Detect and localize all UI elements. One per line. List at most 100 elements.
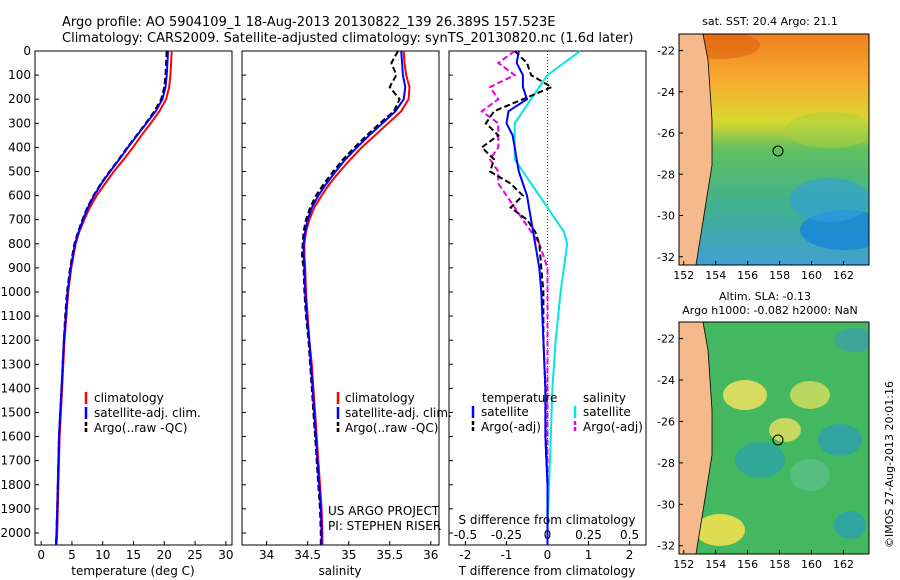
temperature-tick-label: 15 bbox=[126, 548, 141, 562]
temperature-diff-satellite-line bbox=[505, 50, 549, 545]
salinity-tick-label: 36 bbox=[423, 548, 438, 562]
depth-tick-label: 400 bbox=[8, 140, 31, 154]
temperature-tick-label: 0 bbox=[37, 548, 45, 562]
latitude-tick-label: -32 bbox=[657, 251, 675, 264]
salinity-tick-label: 35.5 bbox=[376, 548, 403, 562]
coastline-land bbox=[679, 34, 713, 265]
longitude-tick-label: 158 bbox=[769, 558, 790, 571]
latitude-tick-label: -30 bbox=[657, 498, 675, 511]
credit-project: US ARGO PROJECT bbox=[328, 504, 440, 518]
sst-map bbox=[679, 34, 869, 265]
longitude-tick-label: 160 bbox=[801, 269, 822, 282]
temperature-profiles bbox=[54, 50, 173, 546]
salinity-xlabel: salinity bbox=[318, 564, 361, 578]
salinity-tick-label: 35 bbox=[341, 548, 356, 562]
depth-tick-label: 300 bbox=[8, 116, 31, 130]
legend-title-temperature: temperature bbox=[482, 391, 557, 405]
temperature-tick-label: 5 bbox=[68, 548, 76, 562]
difference-legend: temperature salinity satellite Argo(-adj… bbox=[471, 391, 643, 434]
longitude-tick-label: 156 bbox=[737, 558, 758, 571]
profile-location-marker bbox=[772, 434, 784, 446]
longitude-tick-label: 154 bbox=[705, 558, 726, 571]
temperature-legend: climatology satellite-adj. clim. Argo(..… bbox=[84, 391, 201, 435]
latitude-tick-label: -30 bbox=[657, 210, 675, 223]
depth-tick-label: 1000 bbox=[0, 285, 31, 299]
latitude-tick-label: -26 bbox=[657, 415, 675, 428]
temperature-tick-label: 20 bbox=[157, 548, 172, 562]
temperature-tick-label: 30 bbox=[218, 548, 233, 562]
depth-tick-label: 1900 bbox=[0, 502, 31, 516]
t-difference-tick-label: 1 bbox=[585, 548, 593, 562]
longitude-tick-label: 152 bbox=[673, 558, 694, 571]
difference-profiles bbox=[480, 50, 581, 545]
difference-x-axis: -2 -1 0 1 2-0.5 -0.25 0 0.25 0.5 bbox=[454, 528, 639, 562]
depth-tick-label: 200 bbox=[8, 92, 31, 106]
t-difference-tick-label: 0 bbox=[544, 548, 552, 562]
depth-tick-label: 600 bbox=[8, 189, 31, 203]
depth-axis: 0 100 200 300 400 500 600 700 800 900 1000 1100 1200… bbox=[0, 44, 453, 540]
t-difference-tick-label: 2 bbox=[626, 548, 634, 562]
longitude-tick-label: 154 bbox=[705, 269, 726, 282]
s-difference-tick-label: 0.25 bbox=[575, 528, 602, 542]
s-difference-label: S difference from climatology bbox=[459, 513, 636, 527]
depth-tick-label: 1200 bbox=[0, 333, 31, 347]
sla-map-title-1: Altim. SLA: -0.13 bbox=[719, 290, 811, 303]
legend-label-climatology: climatology bbox=[345, 391, 415, 405]
s-difference-tick-label: -0.25 bbox=[491, 528, 522, 542]
legend-label-t-argo: Argo(-adj) bbox=[481, 420, 541, 434]
salinity-diff-argo-line bbox=[480, 50, 549, 545]
temperature-tick-label: 10 bbox=[95, 548, 110, 562]
coastline-land bbox=[679, 322, 713, 554]
latitude-tick-label: -22 bbox=[657, 45, 675, 58]
longitude-tick-label: 156 bbox=[737, 269, 758, 282]
title-line-1: Argo profile: AO 5904109_1 18-Aug-2013 2… bbox=[62, 15, 555, 30]
latitude-tick-label: -24 bbox=[657, 86, 675, 99]
legend-label-satellite: satellite-adj. clim. bbox=[94, 406, 201, 420]
temperature-xlabel: temperature (deg C) bbox=[71, 564, 194, 578]
temperature-x-axis: 0 5 10 15 20 25 30 bbox=[37, 541, 233, 562]
salinity-satellite-line bbox=[302, 50, 407, 545]
s-difference-tick-label: -0.5 bbox=[454, 528, 477, 542]
temperature-panel bbox=[34, 50, 233, 546]
legend-label-t-satellite: satellite bbox=[481, 405, 529, 419]
depth-tick-label: 2000 bbox=[0, 526, 31, 540]
legend-title-salinity: salinity bbox=[583, 391, 626, 405]
depth-tick-label: 1600 bbox=[0, 430, 31, 444]
legend-label-argo: Argo(..raw -QC) bbox=[94, 421, 187, 435]
map-axes: -22 -24 -26 -28 -30 -32 152 154 156 158 160 162 -22 -… bbox=[657, 45, 854, 572]
depth-tick-label: 100 bbox=[8, 68, 31, 82]
depth-tick-label: 500 bbox=[8, 164, 31, 178]
depth-tick-label: 800 bbox=[8, 237, 31, 251]
longitude-tick-label: 160 bbox=[801, 558, 822, 571]
latitude-tick-label: -24 bbox=[657, 374, 675, 387]
salinity-diff-satellite-line bbox=[513, 50, 581, 545]
depth-tick-label: 1800 bbox=[0, 478, 31, 492]
salinity-climatology-line bbox=[303, 50, 411, 545]
s-difference-tick-label: 0.5 bbox=[620, 528, 639, 542]
depth-tick-label: 1300 bbox=[0, 357, 31, 371]
depth-tick-label: 700 bbox=[8, 213, 31, 227]
t-difference-tick-label: -2 bbox=[459, 548, 471, 562]
longitude-tick-label: 162 bbox=[833, 269, 854, 282]
depth-tick-label: 1100 bbox=[0, 309, 31, 323]
legend-label-argo: Argo(..raw -QC) bbox=[345, 421, 438, 435]
salinity-x-axis: 34 34.5 35 35.5 36 bbox=[259, 541, 438, 562]
legend-label-s-satellite: satellite bbox=[583, 405, 631, 419]
salinity-tick-label: 34.5 bbox=[294, 548, 321, 562]
latitude-tick-label: -32 bbox=[657, 540, 675, 553]
sst-map-frame bbox=[678, 33, 870, 266]
longitude-tick-label: 162 bbox=[833, 558, 854, 571]
title-line-2: Climatology: CARS2009. Satellite-adjuste… bbox=[62, 31, 634, 46]
depth-tick-label: 900 bbox=[8, 261, 31, 275]
sla-map bbox=[679, 322, 869, 554]
latitude-tick-label: -28 bbox=[657, 457, 675, 470]
depth-tick-label: 0 bbox=[23, 44, 31, 58]
t-difference-tick-label: -1 bbox=[500, 548, 512, 562]
longitude-tick-label: 158 bbox=[769, 269, 790, 282]
temperature-climatology-line bbox=[55, 50, 173, 546]
sst-map-title: sat. SST: 20.4 Argo: 21.1 bbox=[702, 15, 838, 28]
profile-location-marker bbox=[772, 145, 784, 157]
salinity-profiles bbox=[300, 50, 411, 545]
temperature-diff-argo-line bbox=[480, 50, 554, 545]
